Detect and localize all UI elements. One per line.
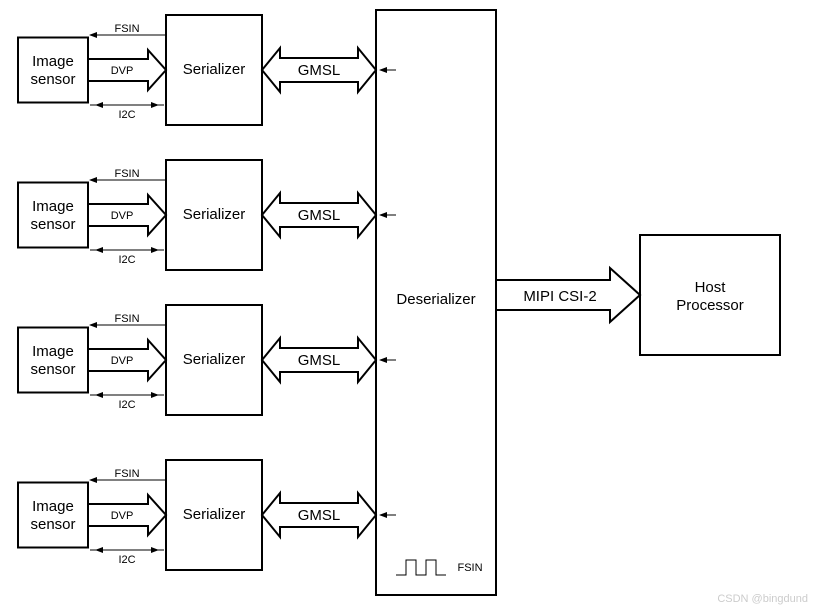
- fsin-label: FSIN: [114, 468, 139, 480]
- channel-0: Imagesensor Serializer FSIN DVP I2C GMSL: [18, 15, 396, 125]
- image-sensor-label-1: Image: [32, 498, 74, 515]
- gmsl-label: GMSL: [298, 507, 341, 524]
- serializer-label: Serializer: [183, 206, 246, 223]
- gmsl-label: GMSL: [298, 352, 341, 369]
- channel-2: Imagesensor Serializer FSIN DVP I2C GMSL: [18, 305, 396, 415]
- channel-1: Imagesensor Serializer FSIN DVP I2C GMSL: [18, 160, 396, 270]
- host-label-1: Host: [695, 279, 727, 296]
- channel-3: Imagesensor Serializer FSIN DVP I2C GMSL: [18, 460, 396, 570]
- deserializer-label: Deserializer: [396, 291, 475, 308]
- image-sensor-label-1: Image: [32, 198, 74, 215]
- i2c-label: I2C: [118, 399, 135, 411]
- i2c-label: I2C: [118, 109, 135, 121]
- watermark: CSDN @bingdund: [717, 593, 808, 605]
- serializer-label: Serializer: [183, 61, 246, 78]
- gmsl-label: GMSL: [298, 207, 341, 224]
- i2c-label: I2C: [118, 554, 135, 566]
- fsin-label: FSIN: [114, 23, 139, 35]
- image-sensor-label-2: sensor: [30, 361, 75, 378]
- image-sensor-label-1: Image: [32, 343, 74, 360]
- image-sensor-label-2: sensor: [30, 216, 75, 233]
- dvp-label: DVP: [111, 65, 134, 77]
- serializer-label: Serializer: [183, 506, 246, 523]
- host-label-2: Processor: [676, 297, 744, 314]
- fsin-label: FSIN: [114, 168, 139, 180]
- gmsl-label: GMSL: [298, 62, 341, 79]
- serializer-label: Serializer: [183, 351, 246, 368]
- fsin-label: FSIN: [114, 313, 139, 325]
- dvp-label: DVP: [111, 510, 134, 522]
- deserializer-fsin-label: FSIN: [457, 562, 482, 574]
- image-sensor-label-2: sensor: [30, 516, 75, 533]
- mipi-label: MIPI CSI-2: [523, 288, 596, 305]
- i2c-label: I2C: [118, 254, 135, 266]
- dvp-label: DVP: [111, 210, 134, 222]
- image-sensor-label-2: sensor: [30, 71, 75, 88]
- dvp-label: DVP: [111, 355, 134, 367]
- mipi-arrow: MIPI CSI-2: [496, 268, 640, 322]
- image-sensor-label-1: Image: [32, 53, 74, 70]
